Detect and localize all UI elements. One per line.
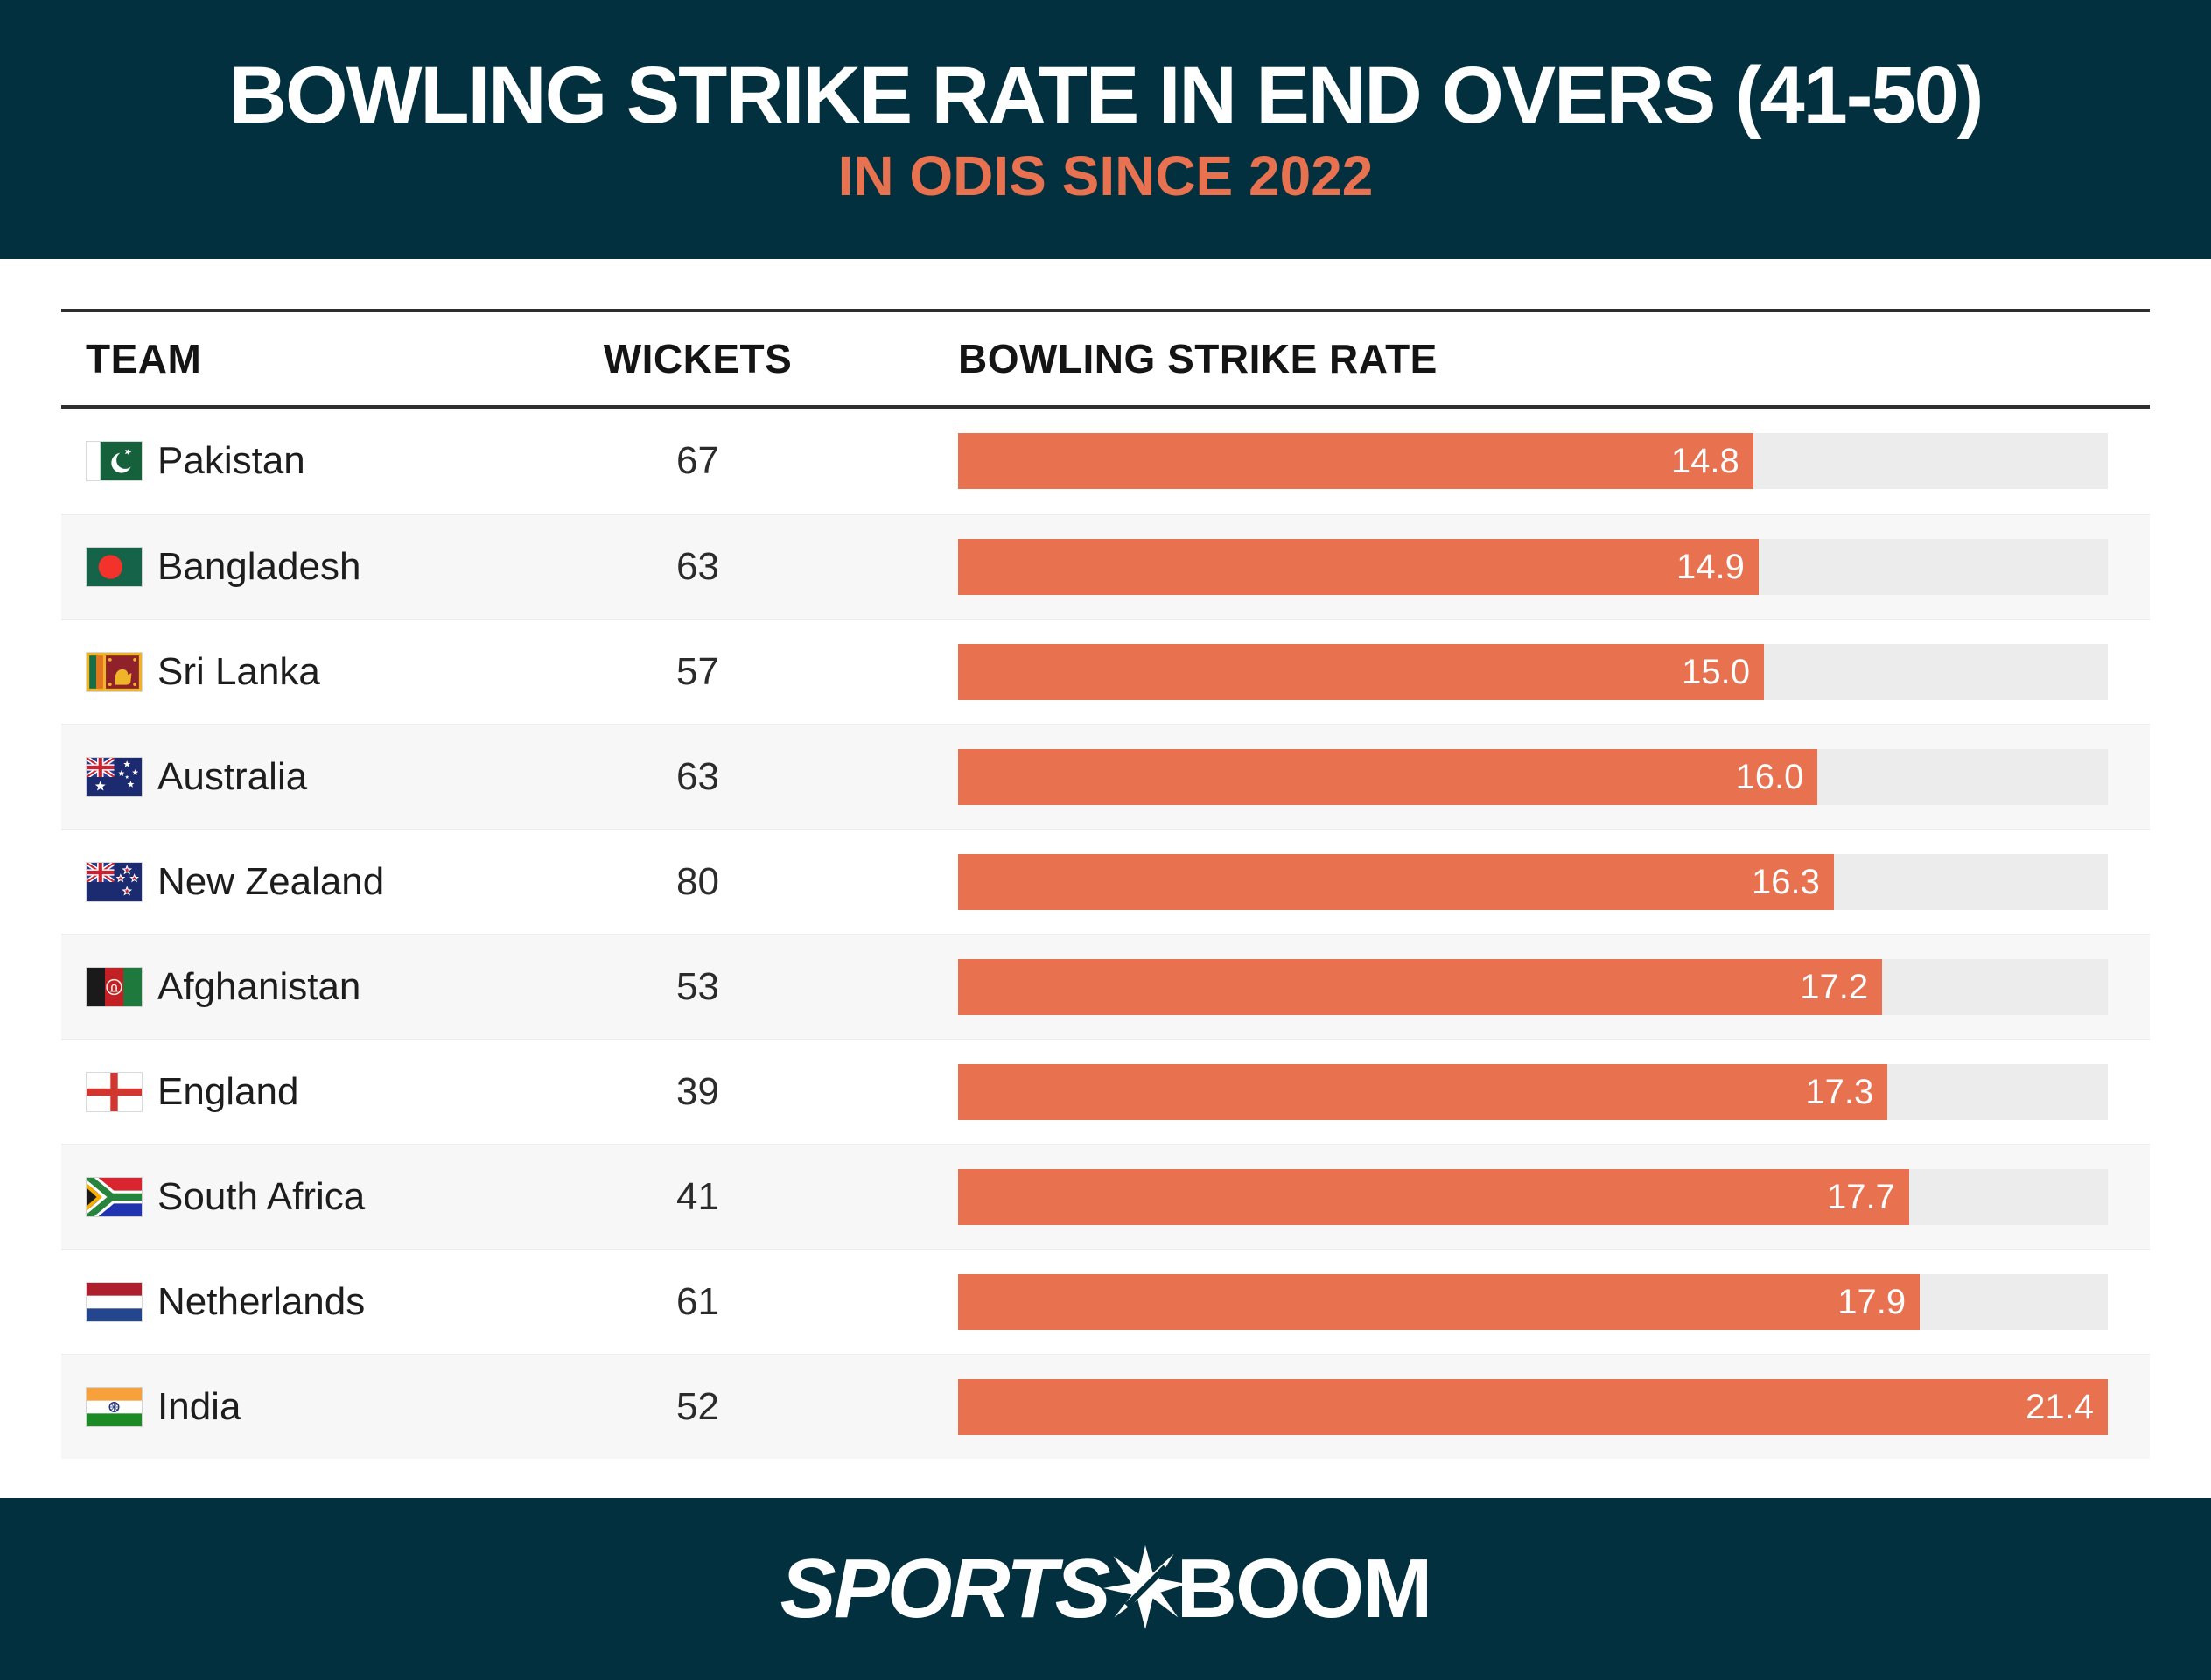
flag-india-icon [86, 1387, 143, 1427]
strike-rate-bar-track: 14.9 [958, 539, 2108, 595]
flag-australia-icon [86, 757, 143, 797]
strike-rate-bar: 16.0 [958, 749, 1818, 805]
flag-srilanka-icon [86, 652, 143, 692]
table-body: Pakistan 67 14.8 Bangladesh 63 14.9 Sri … [61, 409, 2150, 1459]
strike-rate-bar: 15.0 [958, 644, 1765, 700]
strike-rate-bar-track: 21.4 [958, 1379, 2108, 1435]
table-row: Australia 63 16.0 [61, 724, 2150, 829]
strike-rate-bar: 14.8 [958, 433, 1753, 489]
strike-rate-value: 15.0 [1682, 653, 1751, 691]
masthead: BOWLING STRIKE RATE IN END OVERS (41-50)… [0, 0, 2211, 259]
strike-rate-bar-track: 17.3 [958, 1064, 2108, 1120]
flag-southafrica-icon [86, 1177, 143, 1217]
column-header-wickets: WICKETS [603, 336, 793, 382]
strike-rate-bar-track: 17.2 [958, 959, 2108, 1015]
wickets-value: 41 [676, 1175, 719, 1218]
wickets-value: 67 [676, 439, 719, 482]
team-name: England [157, 1070, 299, 1113]
team-name: Pakistan [157, 439, 305, 482]
strike-rate-value: 14.9 [1676, 548, 1745, 586]
column-header-team: TEAM [86, 336, 202, 382]
table-row: Afghanistan 53 17.2 [61, 934, 2150, 1039]
table-row: England 39 17.3 [61, 1039, 2150, 1144]
strike-rate-bar: 17.3 [958, 1064, 1888, 1120]
strike-rate-bar-track: 14.8 [958, 433, 2108, 489]
logo-text-boom: BOOM [1176, 1542, 1433, 1635]
column-header-bowling-strike-rate: BOWLING STRIKE RATE [958, 336, 1438, 382]
flag-afghanistan-icon [86, 967, 143, 1007]
strike-rate-value: 16.0 [1735, 758, 1804, 796]
strike-rate-bar-track: 17.9 [958, 1274, 2108, 1330]
flag-newzealand-icon [86, 862, 143, 902]
wickets-value: 53 [676, 965, 719, 1008]
strike-rate-value: 21.4 [2026, 1388, 2094, 1426]
strike-rate-bar: 14.9 [958, 539, 1759, 595]
strike-rate-bar-track: 16.0 [958, 749, 2108, 805]
team-name: Netherlands [157, 1280, 366, 1323]
strike-rate-value: 17.3 [1805, 1073, 1874, 1111]
wickets-value: 63 [676, 545, 719, 588]
strike-rate-bar: 21.4 [958, 1379, 2108, 1435]
strike-rate-value: 17.9 [1837, 1283, 1907, 1321]
team-name: Sri Lanka [157, 650, 320, 693]
team-name: New Zealand [157, 860, 385, 903]
table-row: Pakistan 67 14.8 [61, 409, 2150, 514]
table-row: Sri Lanka 57 15.0 [61, 619, 2150, 724]
flag-pakistan-icon [86, 441, 143, 481]
footer-brand-bar: SPORTS BOOM [0, 1498, 2211, 1680]
strike-rate-bar-track: 15.0 [958, 644, 2108, 700]
wickets-value: 52 [676, 1385, 719, 1428]
strike-rate-bar: 17.7 [958, 1169, 1909, 1225]
table-row: Netherlands 61 17.9 [61, 1249, 2150, 1354]
team-name: Australia [157, 755, 308, 798]
logo-text-sports: SPORTS [780, 1542, 1111, 1635]
strike-rate-value: 17.7 [1826, 1178, 1895, 1216]
team-name: Afghanistan [157, 965, 361, 1008]
table-row: India 52 21.4 [61, 1354, 2150, 1459]
table-row: South Africa 41 17.7 [61, 1144, 2150, 1249]
strike-rate-bar-track: 16.3 [958, 854, 2108, 910]
wickets-value: 57 [676, 650, 719, 693]
wickets-value: 80 [676, 860, 719, 903]
starburst-icon [1102, 1545, 1187, 1629]
strike-rate-value: 14.8 [1670, 442, 1739, 480]
strike-rate-bar: 17.9 [958, 1274, 1921, 1330]
flag-netherlands-icon [86, 1282, 143, 1322]
flag-england-icon [86, 1072, 143, 1112]
page-subtitle: IN ODIS SINCE 2022 [837, 144, 1374, 207]
wickets-value: 39 [676, 1070, 719, 1113]
strike-rate-value: 17.2 [1800, 968, 1869, 1006]
strike-rate-bar-track: 17.7 [958, 1169, 2108, 1225]
table-row: New Zealand 80 16.3 [61, 829, 2150, 934]
team-name: Bangladesh [157, 545, 361, 588]
table-header-row: TEAM WICKETS BOWLING STRIKE RATE [61, 309, 2150, 409]
wickets-value: 61 [676, 1280, 719, 1323]
table-row: Bangladesh 63 14.9 [61, 514, 2150, 619]
strike-rate-table: TEAM WICKETS BOWLING STRIKE RATE Pakista… [61, 309, 2150, 1459]
flag-bangladesh-icon [86, 547, 143, 587]
team-name: South Africa [157, 1175, 366, 1218]
strike-rate-bar: 17.2 [958, 959, 1883, 1015]
team-name: India [157, 1385, 241, 1428]
strike-rate-bar: 16.3 [958, 854, 1834, 910]
wickets-value: 63 [676, 755, 719, 798]
page-title: BOWLING STRIKE RATE IN END OVERS (41-50) [228, 51, 1984, 140]
sportsboom-logo: SPORTS BOOM [780, 1542, 1433, 1635]
strike-rate-value: 16.3 [1751, 863, 1820, 901]
